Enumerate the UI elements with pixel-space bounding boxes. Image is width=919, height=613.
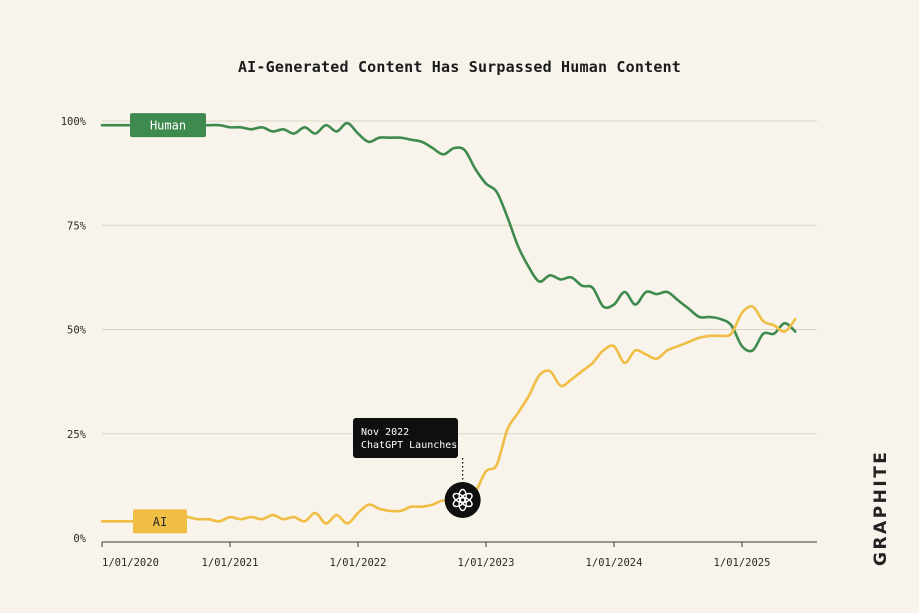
x-axis: 1/01/2020 1/01/2021 1/01/2022 1/01/2023 1/01… xyxy=(101,541,817,569)
x-tick-label: 1/01/2020 xyxy=(102,557,159,569)
annotation-title: Nov 2022 xyxy=(361,427,409,438)
y-tick-label: 0% xyxy=(73,533,86,545)
annotation-box xyxy=(353,418,458,458)
human-series-line xyxy=(100,121,797,353)
x-tick-label: 1/01/2021 xyxy=(202,557,259,569)
chatgpt-annotation: Nov 2022 ChatGPT Launches xyxy=(353,418,481,518)
x-tick-label: 1/01/2022 xyxy=(330,557,387,569)
x-tick-label: 1/01/2024 xyxy=(586,557,643,569)
openai-logo-icon xyxy=(444,482,481,518)
logo-petal xyxy=(452,492,466,504)
ai-label-box xyxy=(133,509,187,534)
y-axis-ticks: 0% 25% 50% 75% 100% xyxy=(61,116,87,545)
y-tick-label: 50% xyxy=(67,325,87,337)
ai-series-label: AI xyxy=(153,515,167,529)
gridlines xyxy=(102,120,817,435)
human-series-label: Human xyxy=(150,119,186,133)
y-tick-label: 75% xyxy=(67,220,87,232)
y-tick-label: 100% xyxy=(61,116,87,128)
series-labels: Human AI xyxy=(130,113,206,534)
y-tick-label: 25% xyxy=(67,429,87,441)
annotation-subtitle: ChatGPT Launches xyxy=(361,440,457,451)
graphite-logo: GRAPHITE xyxy=(871,449,891,566)
x-tick-label: 1/01/2023 xyxy=(458,557,515,569)
human-label-box xyxy=(130,113,206,138)
chart-title: AI-Generated Content Has Surpassed Human… xyxy=(237,58,682,76)
series-lines xyxy=(100,121,797,525)
x-tick-label: 1/01/2025 xyxy=(714,557,771,569)
logo-badge xyxy=(444,482,481,518)
